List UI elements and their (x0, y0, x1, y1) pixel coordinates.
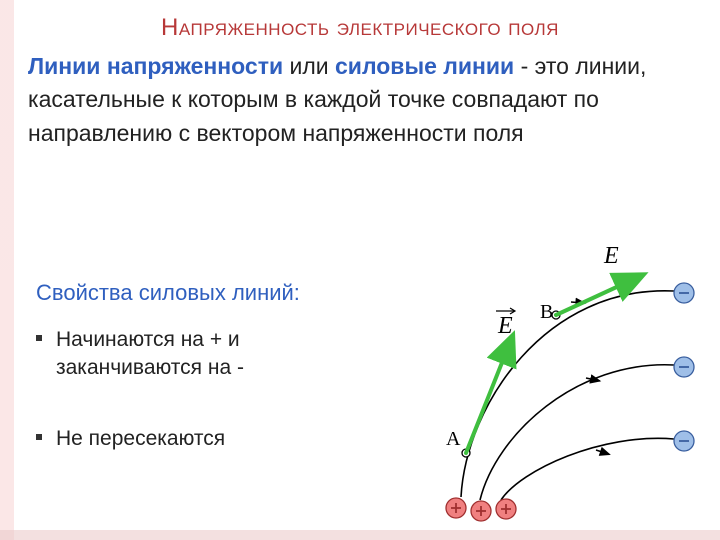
page-title: Напряженность электрического поля (0, 14, 720, 42)
svg-text:A: A (446, 428, 461, 450)
list-item: Не пересекаются (36, 425, 336, 453)
definition-highlight-2: силовые линии (335, 53, 514, 79)
svg-text:E: E (603, 245, 619, 269)
list-item: Начинаются на + и заканчиваются на - (36, 326, 336, 383)
definition-text-2: или (283, 53, 335, 79)
decorative-stripe-bottom (0, 270, 14, 540)
properties-list: Начинаются на + и заканчиваются на - Не … (36, 326, 336, 495)
definition-highlight-1: Линии напряженности (28, 53, 283, 79)
svg-text:B: B (540, 301, 553, 323)
svg-text:E: E (497, 313, 513, 339)
field-lines-diagram: A B E E (346, 245, 706, 535)
definition-text: Линии напряженности или силовые линии - … (28, 50, 688, 150)
properties-subheader: Свойства силовых линий: (36, 280, 300, 306)
